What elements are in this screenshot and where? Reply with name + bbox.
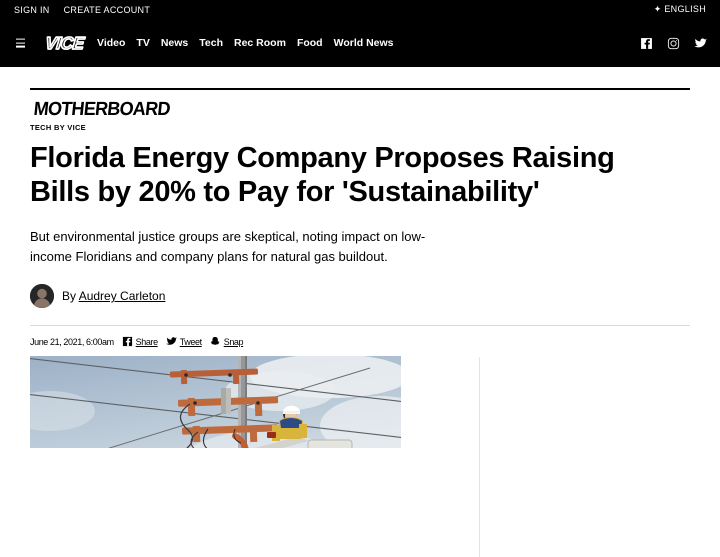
svg-text:VICE: VICE: [44, 33, 85, 53]
